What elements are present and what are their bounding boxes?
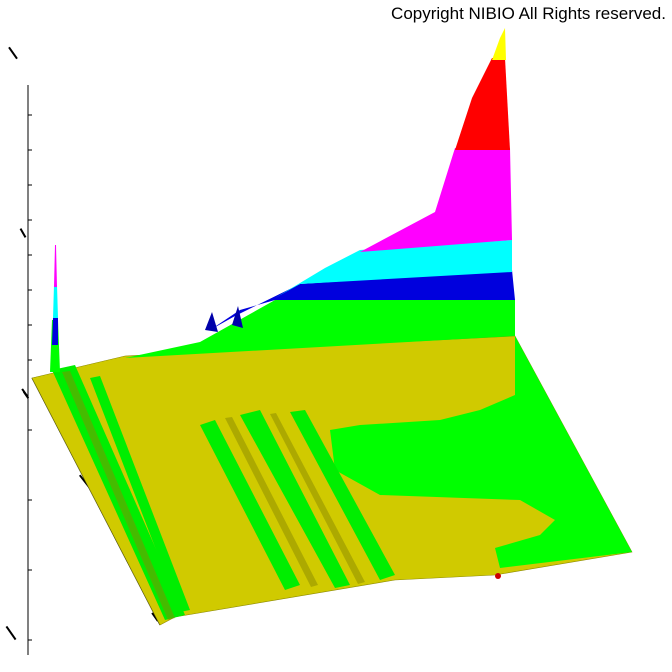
- floor-green-region: [330, 336, 632, 568]
- red-spot: [495, 573, 501, 579]
- z-axis: [5, 46, 32, 655]
- ridge-wall: [125, 28, 515, 358]
- copyright-text: Copyright NIBIO All Rights reserved.: [391, 4, 666, 23]
- ridge-notches: [205, 306, 243, 332]
- left-spike: [50, 245, 60, 372]
